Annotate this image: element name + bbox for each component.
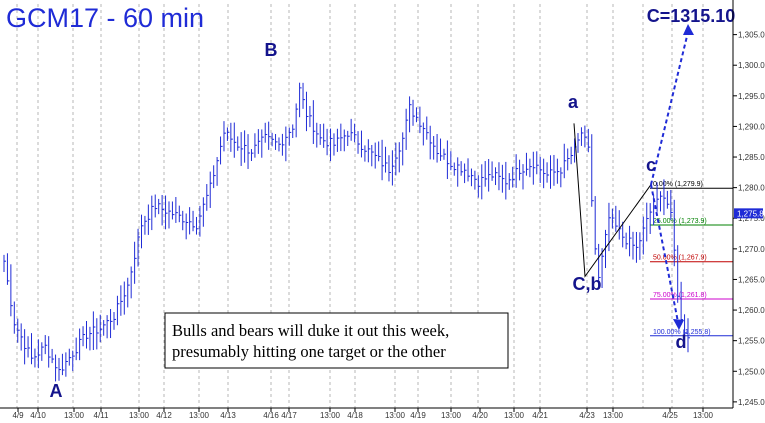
price-tick-label-6: 1,275.0 — [738, 214, 765, 223]
time-tick-label-13: 4/19 — [410, 411, 426, 420]
fib-label-4: 100.00% (1,255.8) — [653, 329, 711, 336]
target-up-arrow-line — [650, 31, 689, 185]
wave-label-c: c — [646, 155, 656, 175]
wave-label-a: a — [568, 92, 579, 112]
time-tick-label-10: 13:00 — [320, 411, 341, 420]
time-tick-label-19: 13:00 — [603, 411, 624, 420]
annotation-box: Bulls and bears will duke it out this we… — [164, 312, 509, 369]
fib-label-1: 25.00% (1,273.9) — [653, 218, 707, 225]
fib-label-2: 50.00% (1,267.9) — [653, 255, 707, 262]
price-tick-label-9: 1,290.0 — [738, 122, 765, 131]
time-tick-label-3: 4/11 — [94, 411, 110, 420]
time-tick-label-18: 4/23 — [579, 411, 595, 420]
time-tick-label-9: 4/17 — [281, 411, 297, 420]
fibonacci-levels: 0.00% (1,279.9) 25.00% (1,273.9) 50.00% (1… — [650, 181, 733, 337]
time-tick-label-12: 13:00 — [385, 411, 406, 420]
price-tick-label-7: 1,280.0 — [738, 184, 765, 193]
fib-label-0: 0.00% (1,279.9) — [653, 181, 703, 188]
annotation-line-1: presumably hitting one target or the oth… — [172, 342, 446, 361]
wave-label-A: A — [50, 381, 63, 401]
time-tick-label-16: 13:00 — [504, 411, 525, 420]
time-tick-label-11: 4/18 — [347, 411, 363, 420]
wave-labels: A Ba C,b c C=1315.10 d — [50, 6, 736, 401]
price-tick-label-10: 1,295.0 — [738, 92, 765, 101]
annotation-text: Bulls and bears will duke it out this we… — [172, 321, 449, 361]
annotation-line-0: Bulls and bears will duke it out this we… — [172, 321, 449, 340]
wave-label-Cb: C,b — [573, 274, 602, 294]
price-tick-label-1: 1,250.0 — [738, 367, 765, 376]
time-tick-label-15: 4/20 — [472, 411, 488, 420]
wave-label-B: B — [265, 40, 278, 60]
abc-wave-line — [573, 123, 652, 278]
wave-lines — [573, 24, 694, 330]
price-tick-label-8: 1,285.0 — [738, 153, 765, 162]
last-price-label: 1,275.8 — [737, 209, 764, 218]
price-tick-label-2: 1,255.0 — [738, 337, 765, 346]
time-tick-label-1: 4/10 — [30, 411, 46, 420]
annotation-frame — [164, 312, 509, 369]
price-tick-label-5: 1,270.0 — [738, 245, 765, 254]
target-down-arrowhead — [673, 319, 684, 330]
time-tick-label-14: 13:00 — [441, 411, 462, 420]
target-up-arrowhead — [683, 24, 694, 35]
time-tick-label-4: 13:00 — [129, 411, 150, 420]
wave-label-target-C: C=1315.10 — [647, 6, 736, 26]
chart-title: GCM17 - 60 min — [6, 3, 204, 33]
time-tick-label-7: 4/13 — [220, 411, 236, 420]
time-tick-label-8: 4/16 — [263, 411, 279, 420]
price-tick-label-4: 1,265.0 — [738, 275, 765, 284]
price-bars — [3, 82, 690, 382]
time-tick-label-2: 13:00 — [64, 411, 85, 420]
time-tick-label-6: 13:00 — [189, 411, 210, 420]
price-tick-label-12: 1,305.0 — [738, 31, 765, 40]
time-tick-label-21: 13:00 — [693, 411, 714, 420]
price-tick-label-3: 1,260.0 — [738, 306, 765, 315]
fib-label-3: 75.00% (1,261.8) — [653, 292, 707, 299]
time-tick-label-0: 4/9 — [12, 411, 24, 420]
wave-label-d: d — [676, 332, 687, 352]
target-down-arrow-line — [650, 184, 679, 323]
price-tick-label-11: 1,300.0 — [738, 61, 765, 70]
time-tick-label-20: 4/25 — [662, 411, 678, 420]
price-axis: 1,245.0 1,250.0 1,255.0 1,260.0 1,265.0 1,270… — [732, 0, 765, 408]
time-axis: 4/9 4/10 13:00 4/11 13:00 4/12 13:00 4/13 4/16 4/… — [0, 407, 733, 420]
time-tick-label-17: 4/21 — [532, 411, 548, 420]
last-price-marker — [734, 208, 763, 219]
time-tick-label-5: 4/12 — [156, 411, 172, 420]
price-tick-label-0: 1,245.0 — [738, 398, 765, 407]
